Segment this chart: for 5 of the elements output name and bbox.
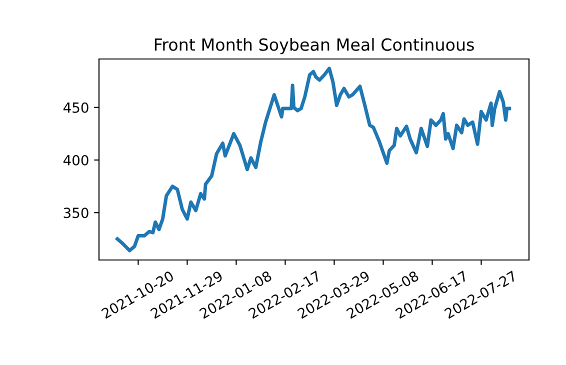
line-series bbox=[116, 66, 512, 252]
y-tick-label: 400 bbox=[63, 154, 88, 166]
chart-title: Front Month Soybean Meal Continuous bbox=[154, 38, 474, 54]
y-tick-label: 450 bbox=[63, 102, 88, 113]
y-tick-label: 350 bbox=[64, 208, 88, 218]
